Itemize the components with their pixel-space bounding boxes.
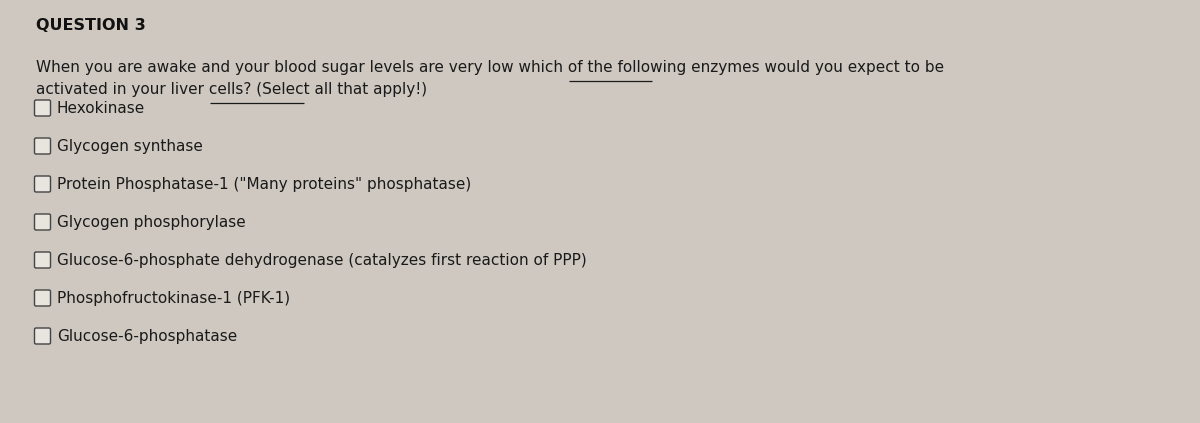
FancyBboxPatch shape <box>35 176 50 192</box>
FancyBboxPatch shape <box>35 214 50 230</box>
FancyBboxPatch shape <box>35 100 50 116</box>
Text: Glycogen phosphorylase: Glycogen phosphorylase <box>58 214 246 230</box>
Text: Glycogen synthase: Glycogen synthase <box>58 138 203 154</box>
Text: Hexokinase: Hexokinase <box>58 101 145 115</box>
Text: QUESTION 3: QUESTION 3 <box>36 18 145 33</box>
Text: When you are awake and your blood sugar levels are very low which of the followi: When you are awake and your blood sugar … <box>36 60 944 75</box>
Text: Glucose-6-phosphatase: Glucose-6-phosphatase <box>58 329 238 343</box>
FancyBboxPatch shape <box>35 138 50 154</box>
FancyBboxPatch shape <box>35 328 50 344</box>
Text: Glucose-6-phosphate dehydrogenase (catalyzes first reaction of PPP): Glucose-6-phosphate dehydrogenase (catal… <box>58 253 587 267</box>
FancyBboxPatch shape <box>35 252 50 268</box>
FancyBboxPatch shape <box>35 290 50 306</box>
Text: Protein Phosphatase-1 ("Many proteins" phosphatase): Protein Phosphatase-1 ("Many proteins" p… <box>58 176 472 192</box>
Text: activated in your liver cells? (Select all that apply!): activated in your liver cells? (Select a… <box>36 82 427 97</box>
Text: Phosphofructokinase-1 (PFK-1): Phosphofructokinase-1 (PFK-1) <box>58 291 290 305</box>
